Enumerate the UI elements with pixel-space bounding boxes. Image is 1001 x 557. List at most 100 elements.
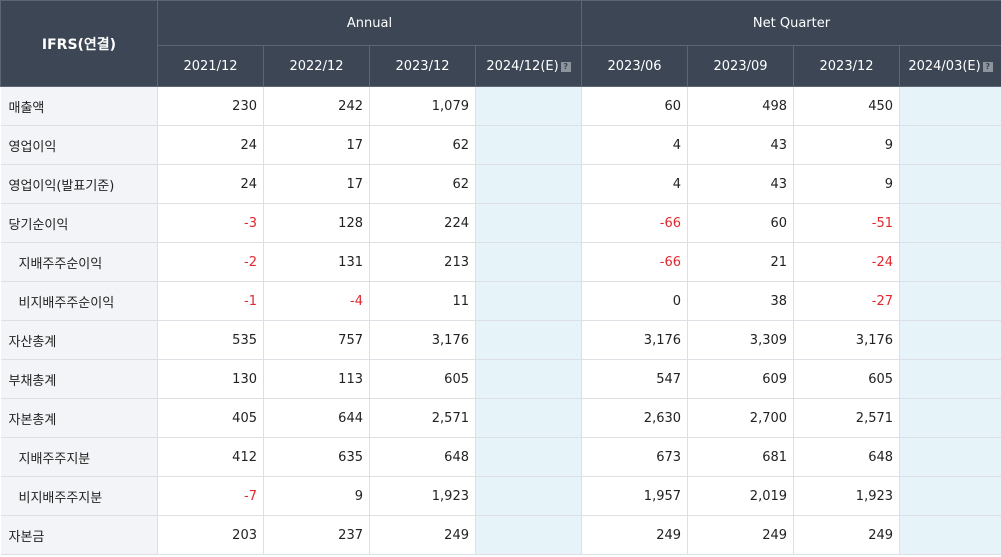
value-cell: 605 — [369, 359, 476, 399]
value-cell: 3,309 — [687, 320, 795, 360]
value-cell: 648 — [369, 437, 476, 477]
row-label: 자본총계 — [0, 398, 158, 438]
col-header-annual-estimate: 2024/12(E)? — [474, 45, 583, 87]
estimate-cell — [899, 437, 1001, 477]
table-row: 지배주주순이익 -2 131 213 -66 21 -24 — [0, 242, 1001, 282]
row-label: 자산총계 — [0, 320, 158, 360]
row-label: 비지배주주순이익 — [0, 281, 158, 321]
col-header-annual: 2021/12 — [157, 45, 264, 87]
value-cell: -24 — [793, 242, 901, 282]
value-cell: -2 — [157, 242, 264, 282]
estimate-cell — [899, 359, 1001, 399]
table-row: 당기순이익 -3 128 224 -66 60 -51 — [0, 203, 1001, 243]
value-cell: 237 — [263, 515, 370, 555]
value-cell: 9 — [793, 164, 901, 204]
value-cell: 131 — [263, 242, 370, 282]
col-header-label: 2024/12(E) — [486, 58, 559, 74]
table-row: 자본금 203 237 249 249 249 249 — [0, 515, 1001, 555]
value-cell: -1 — [157, 281, 264, 321]
quarter-group-header: Net Quarter — [581, 0, 1001, 46]
table-row: 지배주주지분 412 635 648 673 681 648 — [0, 437, 1001, 477]
value-cell: -4 — [263, 281, 370, 321]
value-cell: 60 — [687, 203, 795, 243]
value-cell: 230 — [157, 86, 264, 126]
value-cell: 4 — [581, 125, 689, 165]
table-row: 매출액 230 242 1,079 60 498 450 — [0, 86, 1001, 126]
row-label: 매출액 — [0, 86, 158, 126]
value-cell: 609 — [687, 359, 795, 399]
value-cell: 2,571 — [369, 398, 476, 438]
row-label: 영업이익(발표기준) — [0, 164, 158, 204]
row-label: 당기순이익 — [0, 203, 158, 243]
estimate-cell — [899, 164, 1001, 204]
value-cell: 450 — [793, 86, 901, 126]
table-row: 영업이익 24 17 62 4 43 9 — [0, 125, 1001, 165]
estimate-cell — [899, 203, 1001, 243]
estimate-cell — [899, 515, 1001, 555]
col-header-label: 2024/03(E) — [908, 58, 981, 74]
value-cell: 1,957 — [581, 476, 689, 516]
estimate-info-icon[interactable]: ? — [982, 61, 993, 72]
value-cell: 1,923 — [793, 476, 901, 516]
estimate-cell — [475, 242, 583, 282]
value-cell: 224 — [369, 203, 476, 243]
estimate-cell — [475, 203, 583, 243]
value-cell: 412 — [157, 437, 264, 477]
value-cell: -27 — [793, 281, 901, 321]
value-cell: 249 — [581, 515, 689, 555]
estimate-cell — [899, 398, 1001, 438]
row-label: 자본금 — [0, 515, 158, 555]
value-cell: 17 — [263, 164, 370, 204]
estimate-cell — [475, 281, 583, 321]
value-cell: 2,019 — [687, 476, 795, 516]
value-cell: 62 — [369, 164, 476, 204]
table-row: 자본총계 405 644 2,571 2,630 2,700 2,571 — [0, 398, 1001, 438]
col-header-quarter: 2023/06 — [581, 45, 689, 87]
estimate-cell — [899, 242, 1001, 282]
row-label: 비지배주주지분 — [0, 476, 158, 516]
estimate-cell — [899, 86, 1001, 126]
table-row: 비지배주주지분 -7 9 1,923 1,957 2,019 1,923 — [0, 476, 1001, 516]
estimate-cell — [475, 437, 583, 477]
value-cell: 9 — [793, 125, 901, 165]
col-header-annual: 2022/12 — [263, 45, 370, 87]
value-cell: 213 — [369, 242, 476, 282]
col-header-quarter: 2023/09 — [687, 45, 795, 87]
estimate-info-icon[interactable]: ? — [560, 61, 571, 72]
estimate-cell — [899, 281, 1001, 321]
value-cell: -7 — [157, 476, 264, 516]
row-label: 부채총계 — [0, 359, 158, 399]
value-cell: 0 — [581, 281, 689, 321]
value-cell: 635 — [263, 437, 370, 477]
col-header-quarter-estimate: 2024/03(E)? — [899, 45, 1001, 87]
value-cell: -51 — [793, 203, 901, 243]
table-row: 영업이익(발표기준) 24 17 62 4 43 9 — [0, 164, 1001, 204]
row-label: 지배주주순이익 — [0, 242, 158, 282]
value-cell: 43 — [687, 164, 795, 204]
estimate-cell — [475, 320, 583, 360]
value-cell: 605 — [793, 359, 901, 399]
row-label: 영업이익 — [0, 125, 158, 165]
value-cell: 128 — [263, 203, 370, 243]
table-row: 비지배주주순이익 -1 -4 11 0 38 -27 — [0, 281, 1001, 321]
value-cell: 681 — [687, 437, 795, 477]
value-cell: 498 — [687, 86, 795, 126]
table-row: 자산총계 535 757 3,176 3,176 3,309 3,176 — [0, 320, 1001, 360]
value-cell: 113 — [263, 359, 370, 399]
value-cell: 648 — [793, 437, 901, 477]
value-cell: 405 — [157, 398, 264, 438]
col-header-quarter: 2023/12 — [793, 45, 901, 87]
value-cell: 249 — [687, 515, 795, 555]
value-cell: 249 — [369, 515, 476, 555]
row-label: 지배주주지분 — [0, 437, 158, 477]
value-cell: 1,923 — [369, 476, 476, 516]
estimate-cell — [475, 86, 583, 126]
value-cell: 38 — [687, 281, 795, 321]
value-cell: 21 — [687, 242, 795, 282]
value-cell: -66 — [581, 203, 689, 243]
table-row: 부채총계 130 113 605 547 609 605 — [0, 359, 1001, 399]
value-cell: 3,176 — [793, 320, 901, 360]
estimate-cell — [899, 476, 1001, 516]
value-cell: 2,700 — [687, 398, 795, 438]
estimate-cell — [899, 125, 1001, 165]
